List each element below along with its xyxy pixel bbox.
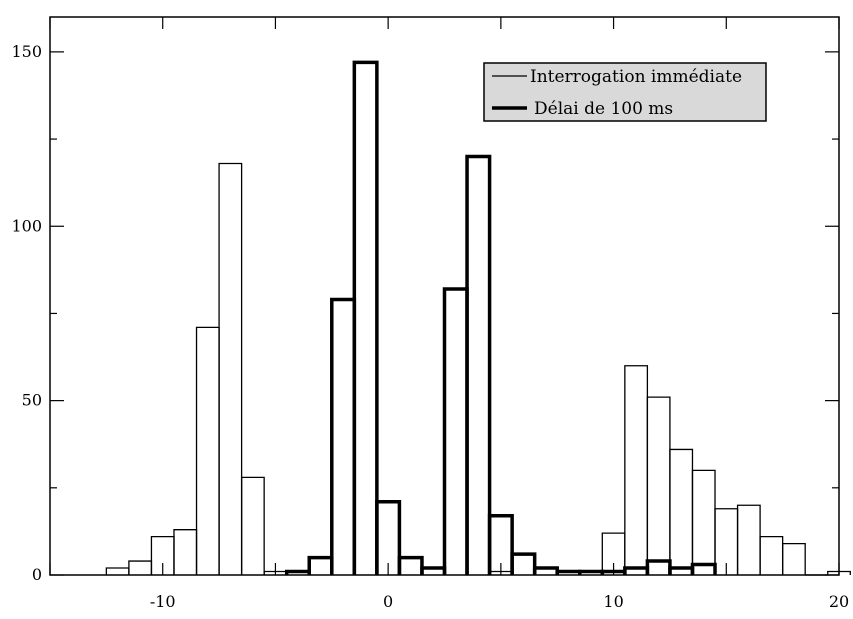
legend-label-delai-100ms: Délai de 100 ms (534, 99, 673, 119)
y-tick-label-0: 0 (32, 565, 42, 584)
bar-series0-bin-13 (669, 448, 694, 575)
x-tick-label-0: -10 (150, 592, 176, 611)
plot-frame (49, 16, 840, 576)
bar-series0-bin-6 (240, 476, 265, 575)
bar-series0-bin-5 (218, 162, 243, 575)
bar-series1-bin-17 (668, 566, 695, 575)
x-tick-label-1: 0 (383, 592, 393, 611)
bar-series1-bin-1 (307, 555, 334, 575)
bar-series1-bin-15 (623, 566, 650, 575)
bar-series0-bin-17 (759, 535, 784, 575)
bar-series1-bin-9 (487, 513, 514, 575)
x-tick-label-3: 20 (829, 592, 849, 611)
bar-series1-bin-6 (420, 566, 447, 575)
bar-series0-bin-11 (624, 365, 649, 575)
bar-series1-bin-2 (330, 297, 357, 575)
bar-series0-bin-3 (173, 529, 198, 575)
axis-ticks (49, 17, 840, 576)
bar-series0-bin-18 (781, 542, 806, 575)
series-delai-100ms-bars (284, 60, 717, 575)
legend-box (483, 62, 767, 122)
bar-series1-bin-4 (375, 500, 402, 575)
bar-series0-bin-14 (691, 469, 716, 575)
bar-series0-bin-4 (195, 326, 220, 575)
bar-series1-bin-8 (465, 154, 492, 575)
y-tick-label-2: 100 (11, 216, 42, 235)
bar-series1-bin-16 (645, 559, 672, 575)
bar-series1-bin-7 (442, 287, 469, 575)
legend: Interrogation immédiate Délai de 100 ms (483, 62, 767, 122)
bar-series0-bin-1 (128, 560, 153, 575)
bar-series1-bin-3 (352, 60, 379, 575)
bar-series1-bin-5 (397, 555, 424, 575)
y-tick-label-3: 150 (11, 42, 42, 61)
bar-series1-bin-10 (510, 552, 537, 575)
y-tick-label-1: 50 (22, 391, 42, 410)
axis-tick-labels: -10 0 10 20 0 50 100 150 (11, 42, 849, 611)
legend-label-interrogation-immediate: Interrogation immédiate (530, 67, 742, 87)
bar-series1-bin-18 (690, 562, 717, 575)
x-tick-label-2: 10 (603, 592, 623, 611)
bar-series0-bin-12 (646, 396, 671, 575)
bar-series0-bin-0 (105, 567, 130, 575)
series-interrogation-immediate-bars (105, 162, 851, 576)
bar-series0-bin-16 (736, 504, 761, 575)
bar-series1-bin-11 (532, 566, 559, 575)
